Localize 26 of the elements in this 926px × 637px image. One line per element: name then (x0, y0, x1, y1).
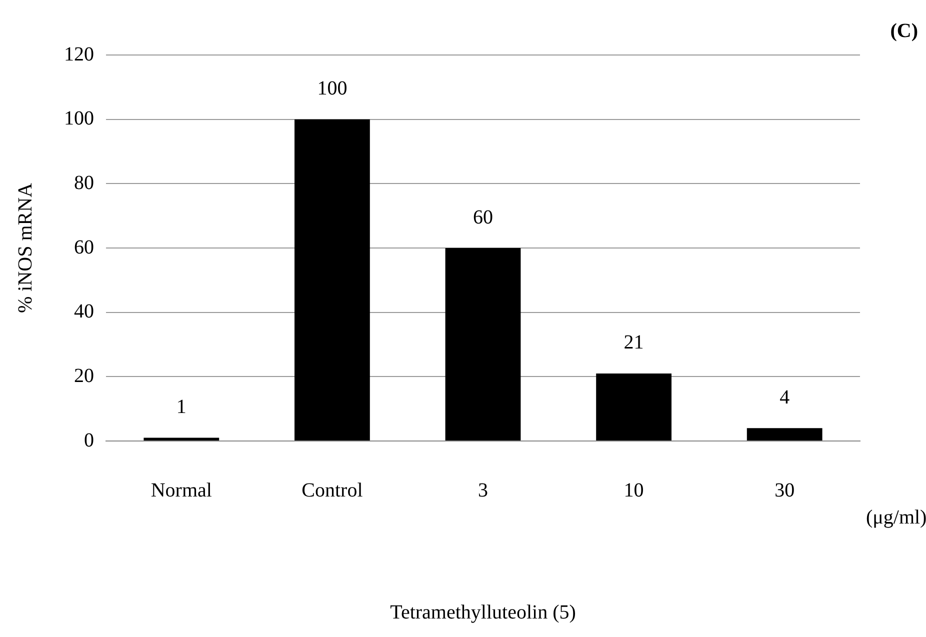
data-label: 4 (780, 386, 790, 408)
x-tick-label: 10 (624, 479, 644, 502)
data-label: 100 (317, 78, 348, 100)
bar (294, 119, 370, 440)
x-tick-label: Control (302, 479, 364, 502)
text: (C) (890, 20, 918, 42)
bar (596, 373, 672, 440)
text: (μg/ml) (866, 506, 926, 528)
y-tick-label: 120 (64, 43, 94, 66)
bar (746, 428, 822, 440)
y-tick-label: 20 (74, 364, 94, 387)
data-label: 1 (176, 396, 186, 418)
x-axis-title: Tetramethylluteolin (5) (390, 601, 576, 624)
y-tick-label: 40 (74, 300, 94, 323)
y-tick-label: 0 (84, 429, 94, 452)
x-tick-label: 30 (774, 479, 795, 502)
y-tick-label: 100 (64, 108, 94, 130)
x-tick-label: 3 (478, 479, 488, 502)
data-label: 21 (624, 332, 644, 354)
y-tick-label: 80 (74, 172, 94, 194)
bar (445, 248, 521, 440)
bar (144, 438, 220, 440)
y-tick-label: 60 (74, 236, 94, 258)
y-axis-title: % iNOS mRNA (14, 182, 36, 314)
x-tick-label: Normal (150, 479, 212, 502)
data-label: 60 (473, 206, 493, 228)
